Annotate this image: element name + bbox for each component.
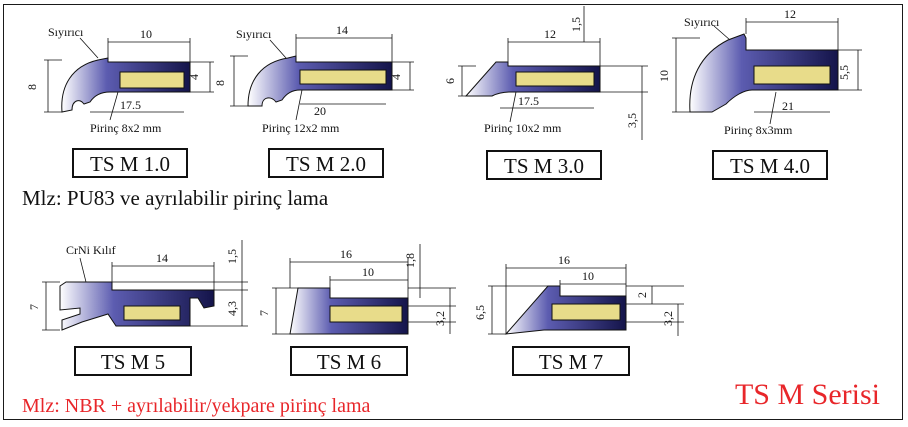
dim-height: 8 — [25, 84, 39, 90]
brass-label: Pirinç 10x2 mm — [484, 121, 562, 135]
dim-strip-height: 3,2 — [433, 311, 447, 326]
dim-lip: 1,8 — [403, 253, 417, 268]
dim-length: 17.5 — [518, 94, 539, 108]
brass-label: Pirinç 8x2 mm — [90, 121, 162, 135]
diagram-frame — [3, 4, 903, 420]
dim-length: 17.5 — [120, 98, 141, 112]
profile-tsm-5: 14 1,5 7 4,3 CrNi Kılıf — [27, 240, 248, 331]
dim-width: 14 — [156, 251, 168, 265]
wiper-label: Sıyırıcı — [236, 27, 272, 41]
dim-length: 20 — [314, 104, 326, 118]
profile-tsm-3-0: 12 1,5 6 17.5 3,5 Pirinç 10x2 mm — [443, 6, 648, 140]
material-note-nbr: Mlz: NBR + ayrılabilir/yekpare pirinç la… — [22, 395, 371, 417]
wiper-label: Sıyırıcı — [684, 15, 720, 29]
dim-lip: 1,5 — [225, 249, 239, 264]
code-tsm-4-0: TS M 4.0 — [712, 150, 828, 180]
dim-strip-length: 10 — [582, 269, 594, 283]
dim-width: 16 — [340, 247, 352, 261]
profile-tsm-2-0: 14 8 4 20 Sıyırıcı Pirinç 12x2 mm — [213, 23, 414, 135]
brass-label: Pirinç 8x3mm — [724, 123, 793, 137]
brass-label: Pirinç 12x2 mm — [262, 121, 340, 135]
wiper-label: Sıyırıcı — [48, 25, 84, 39]
dim-height: 8 — [213, 80, 227, 86]
dim-strip-length: 10 — [362, 265, 374, 279]
brass-strip — [551, 303, 621, 321]
dim-lip: 2 — [635, 292, 649, 298]
dim-width: 12 — [784, 7, 796, 21]
brass-strip — [119, 71, 185, 89]
dim-strip-height: 4 — [187, 74, 201, 80]
dim-offset: 3,5 — [625, 113, 639, 128]
dim-lip: 1,5 — [569, 17, 583, 32]
material-note-pu83: Mlz: PU83 ve ayrılabilir pirinç lama — [22, 186, 329, 210]
dim-width: 12 — [544, 27, 556, 41]
dim-strip-height: 4,3 — [225, 301, 239, 316]
code-tsm-1-0: TS M 1.0 — [72, 148, 188, 178]
dim-width: 16 — [558, 253, 570, 267]
dim-height: 6 — [443, 78, 457, 84]
brass-strip — [515, 71, 595, 87]
profile-tsm-7: 16 10 6,5 2 3,2 — [473, 253, 684, 336]
dim-height: 7 — [257, 310, 271, 316]
brass-strip — [299, 69, 387, 85]
sheath-label: CrNi Kılıf — [66, 243, 116, 257]
brass-strip — [123, 305, 181, 321]
dim-strip-height: 4 — [389, 74, 403, 80]
dim-height: 7 — [27, 304, 41, 310]
dim-length: 21 — [782, 99, 794, 113]
code-tsm-5: TS M 5 — [74, 346, 192, 376]
dim-strip-height: 5,5 — [837, 65, 851, 80]
series-title: TS M Serisi — [734, 378, 880, 411]
dim-width: 14 — [336, 23, 348, 37]
profile-tsm-4-0: 12 10 5,5 21 Sıyırıcı Pirinç 8x3mm — [657, 7, 862, 137]
dim-strip-height: 3,2 — [661, 311, 675, 326]
profile-tsm-1-0: 10 8 4 17.5 Sıyırıcı Pirinç 8x2 mm — [25, 25, 214, 135]
dim-width: 10 — [140, 27, 152, 41]
dim-height: 6,5 — [473, 305, 487, 320]
code-tsm-6: TS M 6 — [290, 346, 408, 376]
code-tsm-7: TS M 7 — [512, 346, 630, 376]
dim-height: 10 — [657, 70, 671, 82]
code-tsm-2-0: TS M 2.0 — [268, 148, 384, 178]
brass-strip — [329, 305, 403, 323]
code-tsm-3-0: TS M 3.0 — [486, 150, 602, 180]
profile-tsm-6: 16 10 1,8 7 3,2 — [257, 244, 456, 335]
brass-strip — [753, 65, 831, 85]
